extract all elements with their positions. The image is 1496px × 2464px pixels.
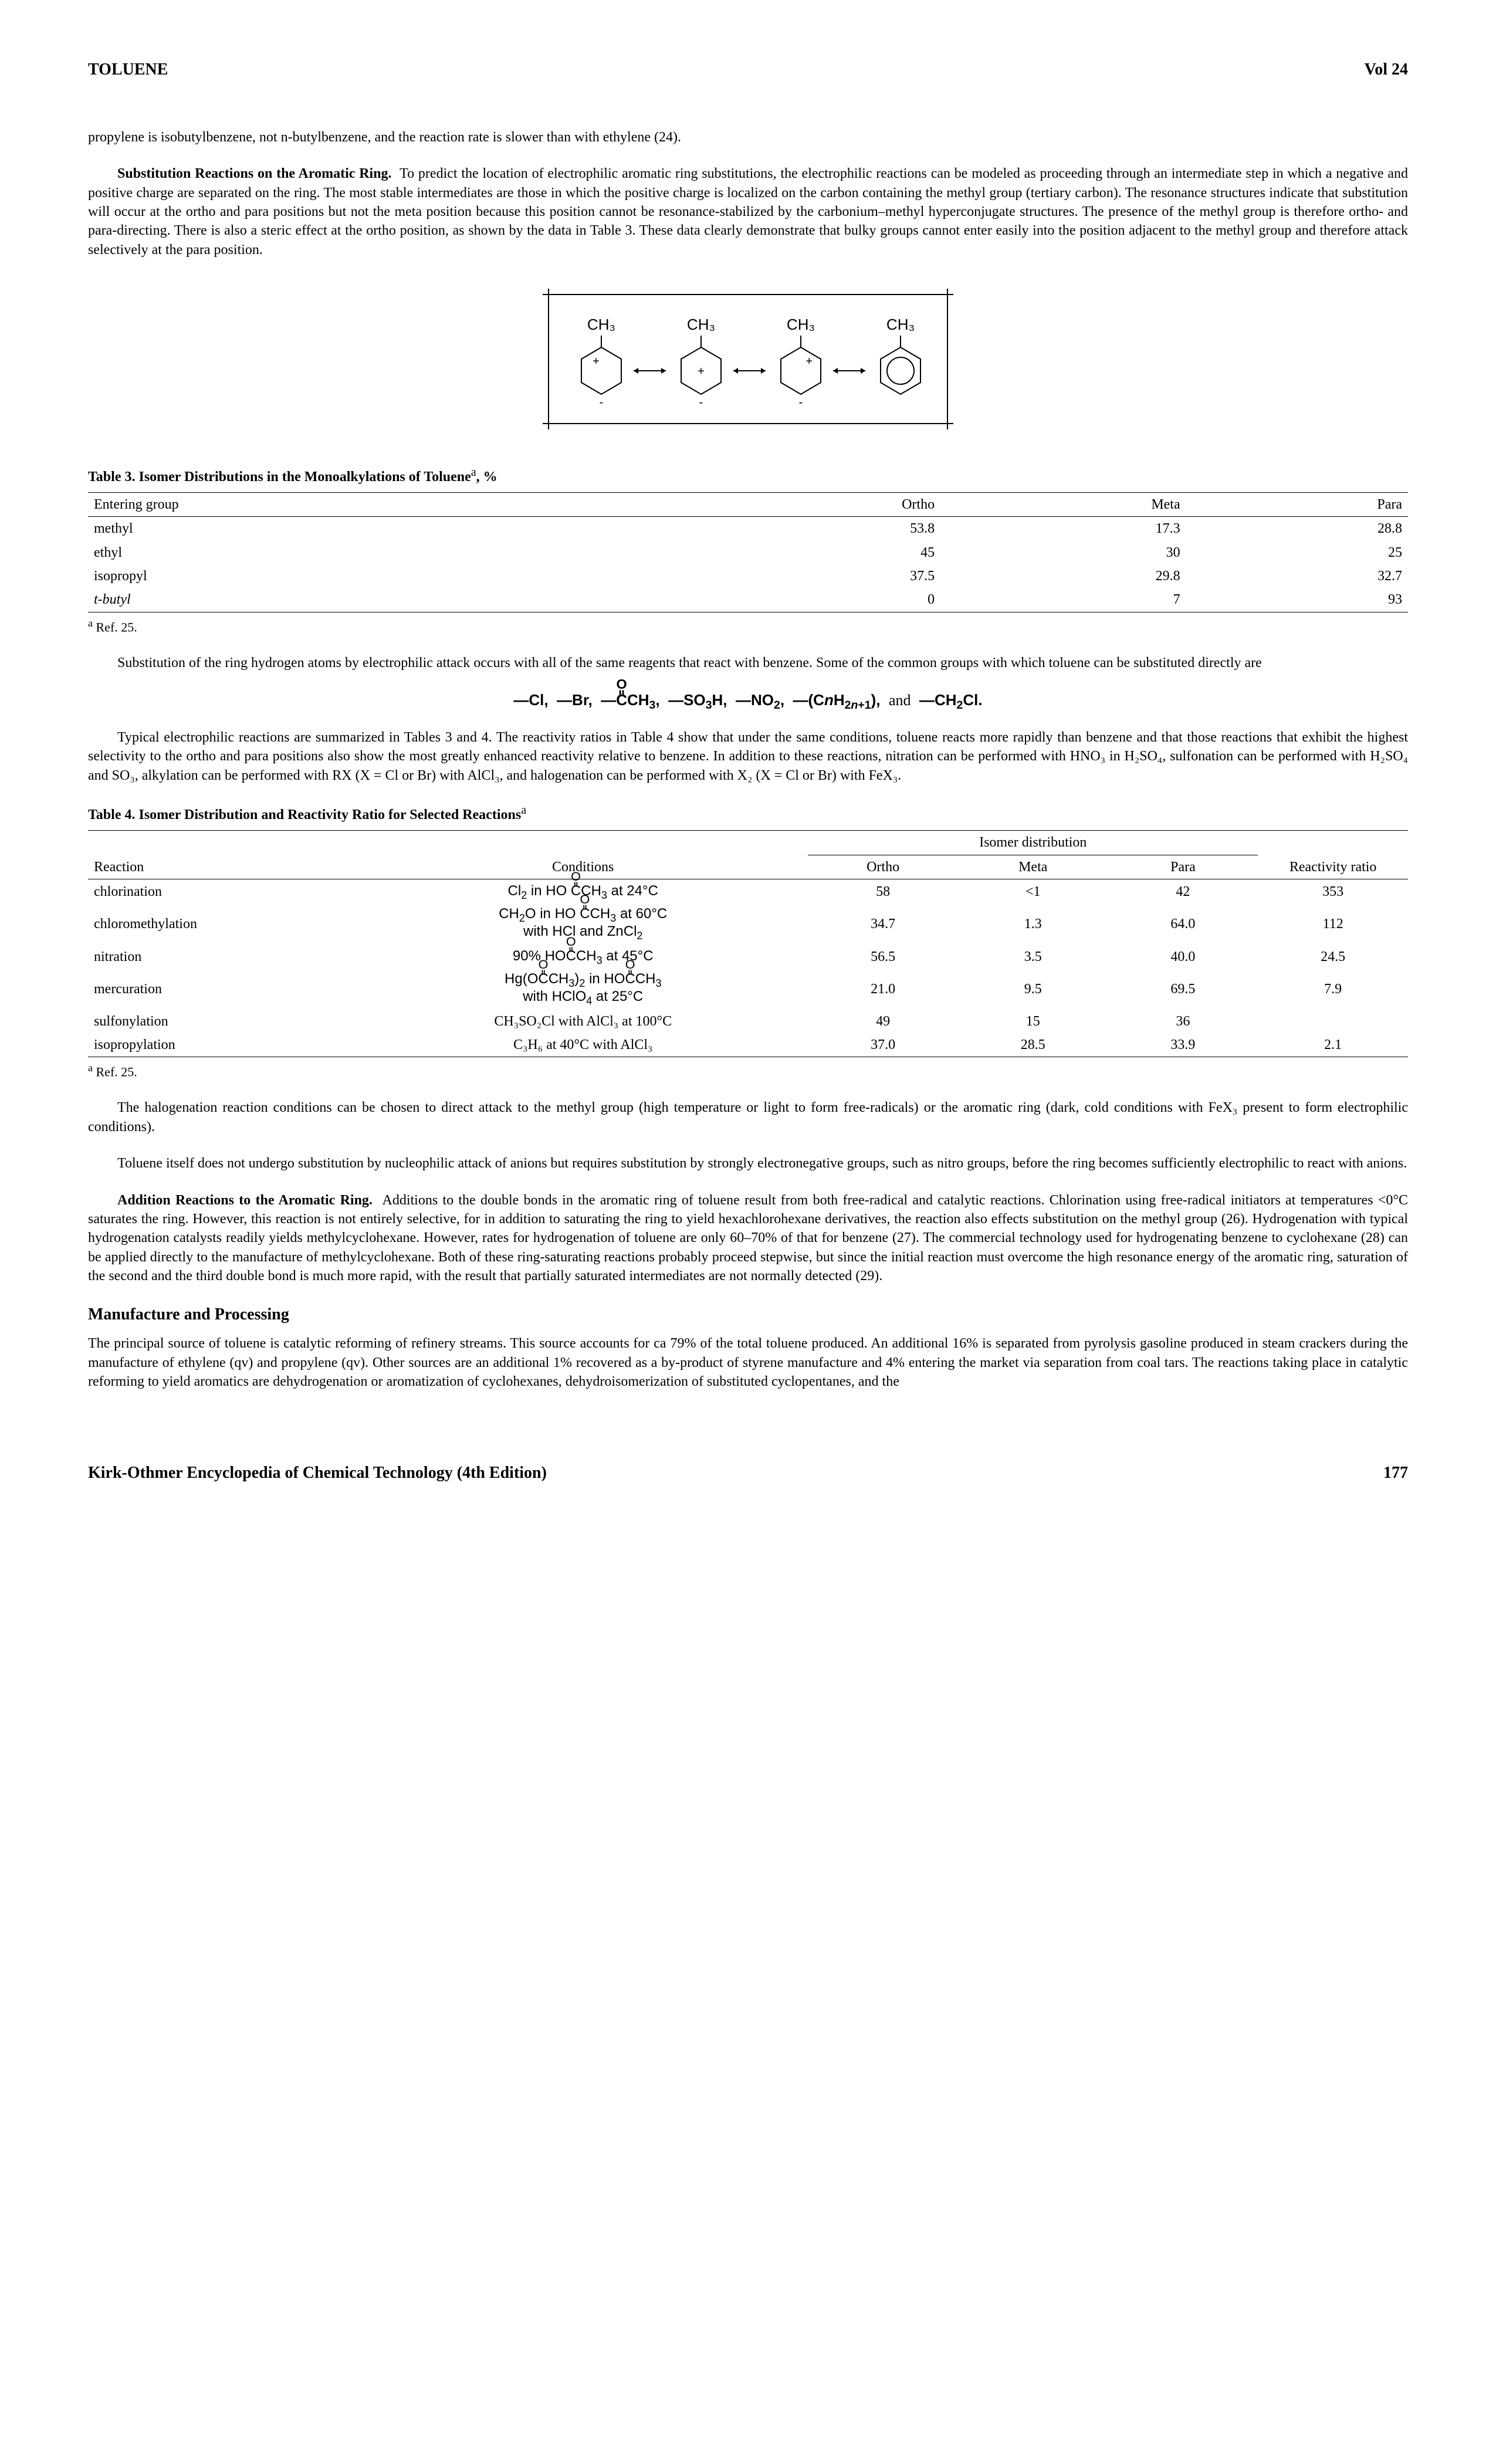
svg-text:-: - (799, 396, 803, 409)
svg-text:-: - (600, 396, 604, 409)
page-header: TOLUENE Vol 24 (88, 59, 1408, 81)
table3-title: Table 3. Isomer Distributions in the Mon… (88, 465, 1408, 486)
svg-text:-: - (699, 396, 703, 409)
table-row: mercuration Hg(OCCH3)2 in HOCCH3with HCl… (88, 969, 1408, 1010)
footer-left: Kirk-Othmer Encyclopedia of Chemical Tec… (88, 1462, 547, 1484)
svg-text:+: + (698, 365, 705, 378)
run-in-heading-1: Substitution Reactions on the Aromatic R… (117, 166, 392, 181)
t4-h-reaction: Reaction (88, 831, 358, 879)
table-row: isopropyl37.529.832.7 (88, 564, 1408, 588)
t4-h-ratio: Reactivity ratio (1258, 831, 1408, 879)
t3-h2: Meta (940, 492, 1186, 516)
paragraph-7-block: Addition Reactions to the Aromatic Ring.… (88, 1191, 1408, 1286)
footer-right: 177 (1383, 1462, 1408, 1484)
paragraph-5: The halogenation reaction conditions can… (88, 1098, 1408, 1136)
table4-footnote: a Ref. 25. (88, 1061, 1408, 1081)
table-row: chloromethylation CH2O in HO CCH3 at 60°… (88, 904, 1408, 945)
table-row: sulfonylation CH₃SO₂Cl with AlCl₃ at 100… (88, 1010, 1408, 1033)
paragraph-1: propylene is isobutylbenzene, not n-buty… (88, 128, 1408, 147)
table-3: Entering group Ortho Meta Para methyl53.… (88, 492, 1408, 612)
run-in-heading-2: Addition Reactions to the Aromatic Ring. (117, 1193, 373, 1208)
section-heading-manufacture: Manufacture and Processing (88, 1304, 1408, 1326)
table4-title: Table 4. Isomer Distribution and Reactiv… (88, 803, 1408, 824)
table-row: t-butyl0793 (88, 588, 1408, 612)
table-row: chlorination Cl2 in HO CCH3 at 24°C 58 <… (88, 879, 1408, 904)
t3-h0: Entering group (88, 492, 671, 516)
table-row: ethyl453025 (88, 541, 1408, 564)
ch3-label: CH₃ (587, 316, 615, 333)
table-row: methyl53.817.328.8 (88, 517, 1408, 541)
svg-text:+: + (593, 355, 600, 368)
substituent-list: —Cl, —Br, —CCH3, —SO3H, —NO2, —(CnH2n+1)… (88, 690, 1408, 713)
paragraph-4: Typical electrophilic reactions are summ… (88, 728, 1408, 785)
paragraph-6: Toluene itself does not undergo substitu… (88, 1154, 1408, 1173)
page-footer: Kirk-Othmer Encyclopedia of Chemical Tec… (88, 1462, 1408, 1484)
svg-text:CH₃: CH₃ (886, 316, 915, 333)
table-row: isopropylation C₃H₆ at 40°C with AlCl₃ 3… (88, 1033, 1408, 1057)
t3-h1: Ortho (671, 492, 940, 516)
t4-h-cond: Conditions (358, 831, 808, 879)
paragraph-3: Substitution of the ring hydrogen atoms … (88, 654, 1408, 672)
table-4: Reaction Conditions Isomer distribution … (88, 830, 1408, 1057)
header-right: Vol 24 (1365, 59, 1408, 81)
svg-text:CH₃: CH₃ (787, 316, 815, 333)
t3-h3: Para (1186, 492, 1408, 516)
svg-text:+: + (805, 355, 813, 368)
header-left: TOLUENE (88, 59, 168, 81)
table3-footnote: a Ref. 25. (88, 616, 1408, 636)
paragraph-8: The principal source of toluene is catal… (88, 1334, 1408, 1391)
resonance-diagram: CH₃ + - CH₃ + - CH₃ + - CH₃ (88, 283, 1408, 441)
paragraph-2-block: Substitution Reactions on the Aromatic R… (88, 164, 1408, 259)
svg-text:CH₃: CH₃ (687, 316, 715, 333)
t4-h-isomer: Isomer distribution (808, 831, 1258, 855)
table-row: nitration 90% HOCCH3 at 45°C 56.5 3.5 40… (88, 945, 1408, 969)
